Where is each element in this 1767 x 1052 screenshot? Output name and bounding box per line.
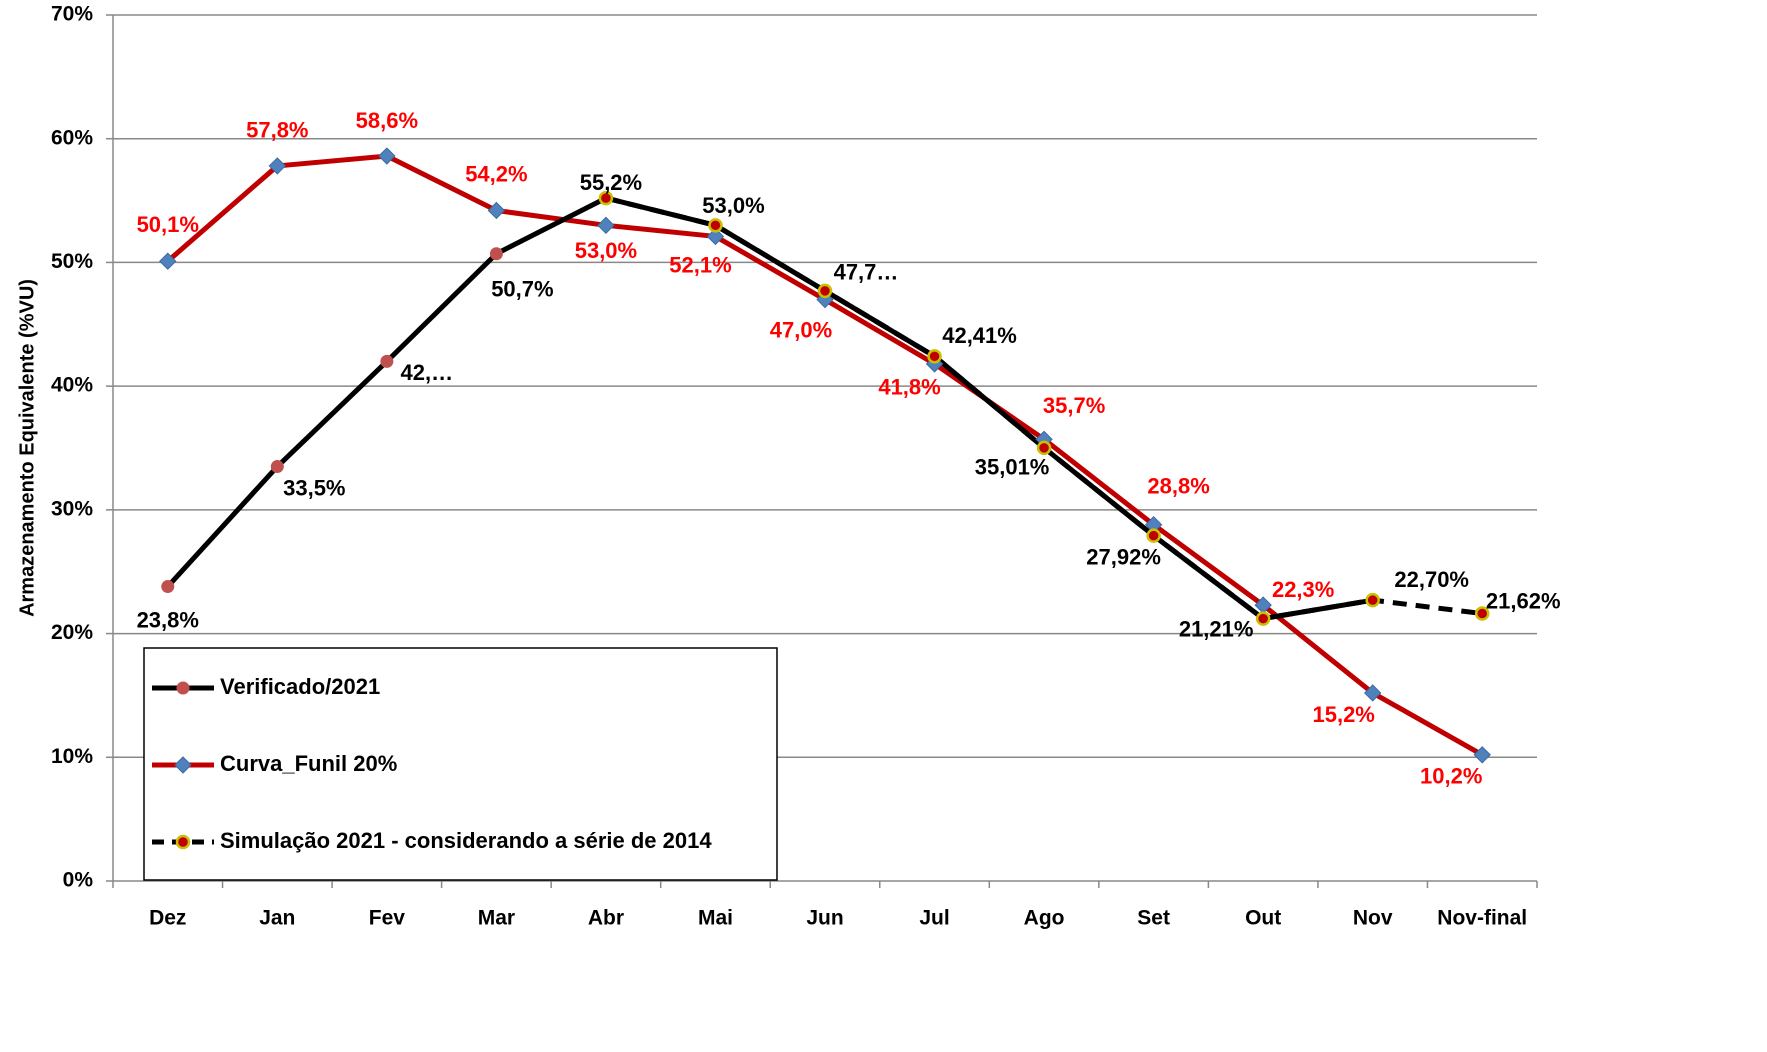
marker	[706, 227, 725, 246]
data-label: 58,6%	[356, 108, 418, 133]
data-label: 22,70%	[1394, 567, 1469, 592]
x-tick-label: Set	[1137, 907, 1170, 930]
marker	[1036, 440, 1052, 456]
legend: Verificado/2021 Curva_Funil 20% Simulação …	[143, 647, 778, 881]
data-label: 53,0%	[575, 238, 637, 263]
marker	[268, 157, 287, 175]
data-label: 50,7%	[491, 277, 553, 302]
marker	[159, 252, 177, 270]
data-label: 50,1%	[137, 212, 199, 237]
marker	[1146, 528, 1161, 543]
marker	[489, 247, 503, 261]
marker	[176, 681, 190, 695]
y-tick-label: 20%	[51, 621, 93, 644]
data-label: 21,62%	[1486, 588, 1561, 613]
x-tick-label: Jun	[806, 907, 843, 930]
data-label: 57,8%	[246, 118, 308, 143]
marker	[1363, 684, 1382, 702]
x-tick-label: Abr	[588, 907, 624, 930]
y-axis-label: Armazenamento Equivalente (%VU)	[16, 279, 38, 617]
data-label: 35,01%	[975, 455, 1050, 480]
marker	[380, 354, 394, 368]
data-label: 47,7…	[834, 260, 899, 285]
marker	[487, 201, 506, 220]
data-label: 15,2%	[1312, 702, 1374, 727]
marker	[1473, 746, 1491, 764]
y-tick-label: 40%	[51, 374, 93, 397]
marker	[378, 147, 396, 165]
x-tick-label: Dez	[149, 907, 186, 930]
data-label: 23,8%	[137, 607, 199, 632]
marker	[175, 834, 191, 850]
data-label: 47,0%	[770, 317, 832, 342]
y-tick-label: 10%	[51, 745, 93, 768]
x-tick-label: Mai	[698, 907, 733, 930]
marker	[174, 756, 192, 774]
x-tick-label: Mar	[478, 907, 515, 930]
data-label: 27,92%	[1086, 544, 1161, 569]
data-label: 54,2%	[465, 161, 527, 186]
data-label: 52,1%	[669, 252, 731, 277]
data-label: 42,…	[401, 360, 454, 385]
y-tick-label: 70%	[51, 3, 93, 26]
y-tick-label: 50%	[51, 250, 93, 273]
marker	[817, 283, 833, 299]
legend-label: Verificado/2021	[220, 674, 380, 699]
marker	[161, 580, 175, 594]
marker	[270, 460, 284, 474]
data-label: 28,8%	[1147, 474, 1209, 499]
data-label: 41,8%	[878, 375, 940, 400]
series-line	[165, 195, 1374, 622]
legend-label: Curva_Funil 20%	[220, 751, 397, 776]
marker	[708, 218, 723, 233]
data-label: 21,21%	[1179, 616, 1254, 641]
data-label: 55,2%	[580, 170, 642, 195]
x-tick-label: Nov-final	[1437, 907, 1527, 930]
data-label: 35,7%	[1043, 393, 1105, 418]
data-label: 10,2%	[1420, 764, 1482, 789]
marker	[1365, 592, 1380, 608]
data-label: 33,5%	[283, 475, 345, 500]
x-tick-label: Jul	[919, 907, 949, 930]
marker	[1255, 611, 1271, 626]
marker	[597, 216, 615, 235]
legend-box	[143, 647, 778, 881]
x-tick-label: Ago	[1024, 907, 1065, 930]
marker	[927, 349, 942, 364]
x-tick-label: Jan	[259, 907, 295, 930]
legend-label: Simulação 2021 - considerando a série de…	[220, 828, 712, 853]
data-label: 22,3%	[1272, 577, 1334, 602]
y-tick-label: 60%	[51, 126, 93, 149]
data-label: 42,41%	[942, 323, 1017, 348]
y-tick-label: 30%	[51, 497, 93, 520]
x-tick-label: Fev	[369, 907, 406, 930]
y-tick-label: 0%	[63, 869, 94, 892]
data-label: 53,0%	[702, 193, 764, 218]
x-tick-label: Out	[1245, 907, 1281, 930]
marker	[598, 190, 614, 206]
x-tick-label: Nov	[1353, 907, 1393, 930]
marker	[1474, 606, 1490, 621]
